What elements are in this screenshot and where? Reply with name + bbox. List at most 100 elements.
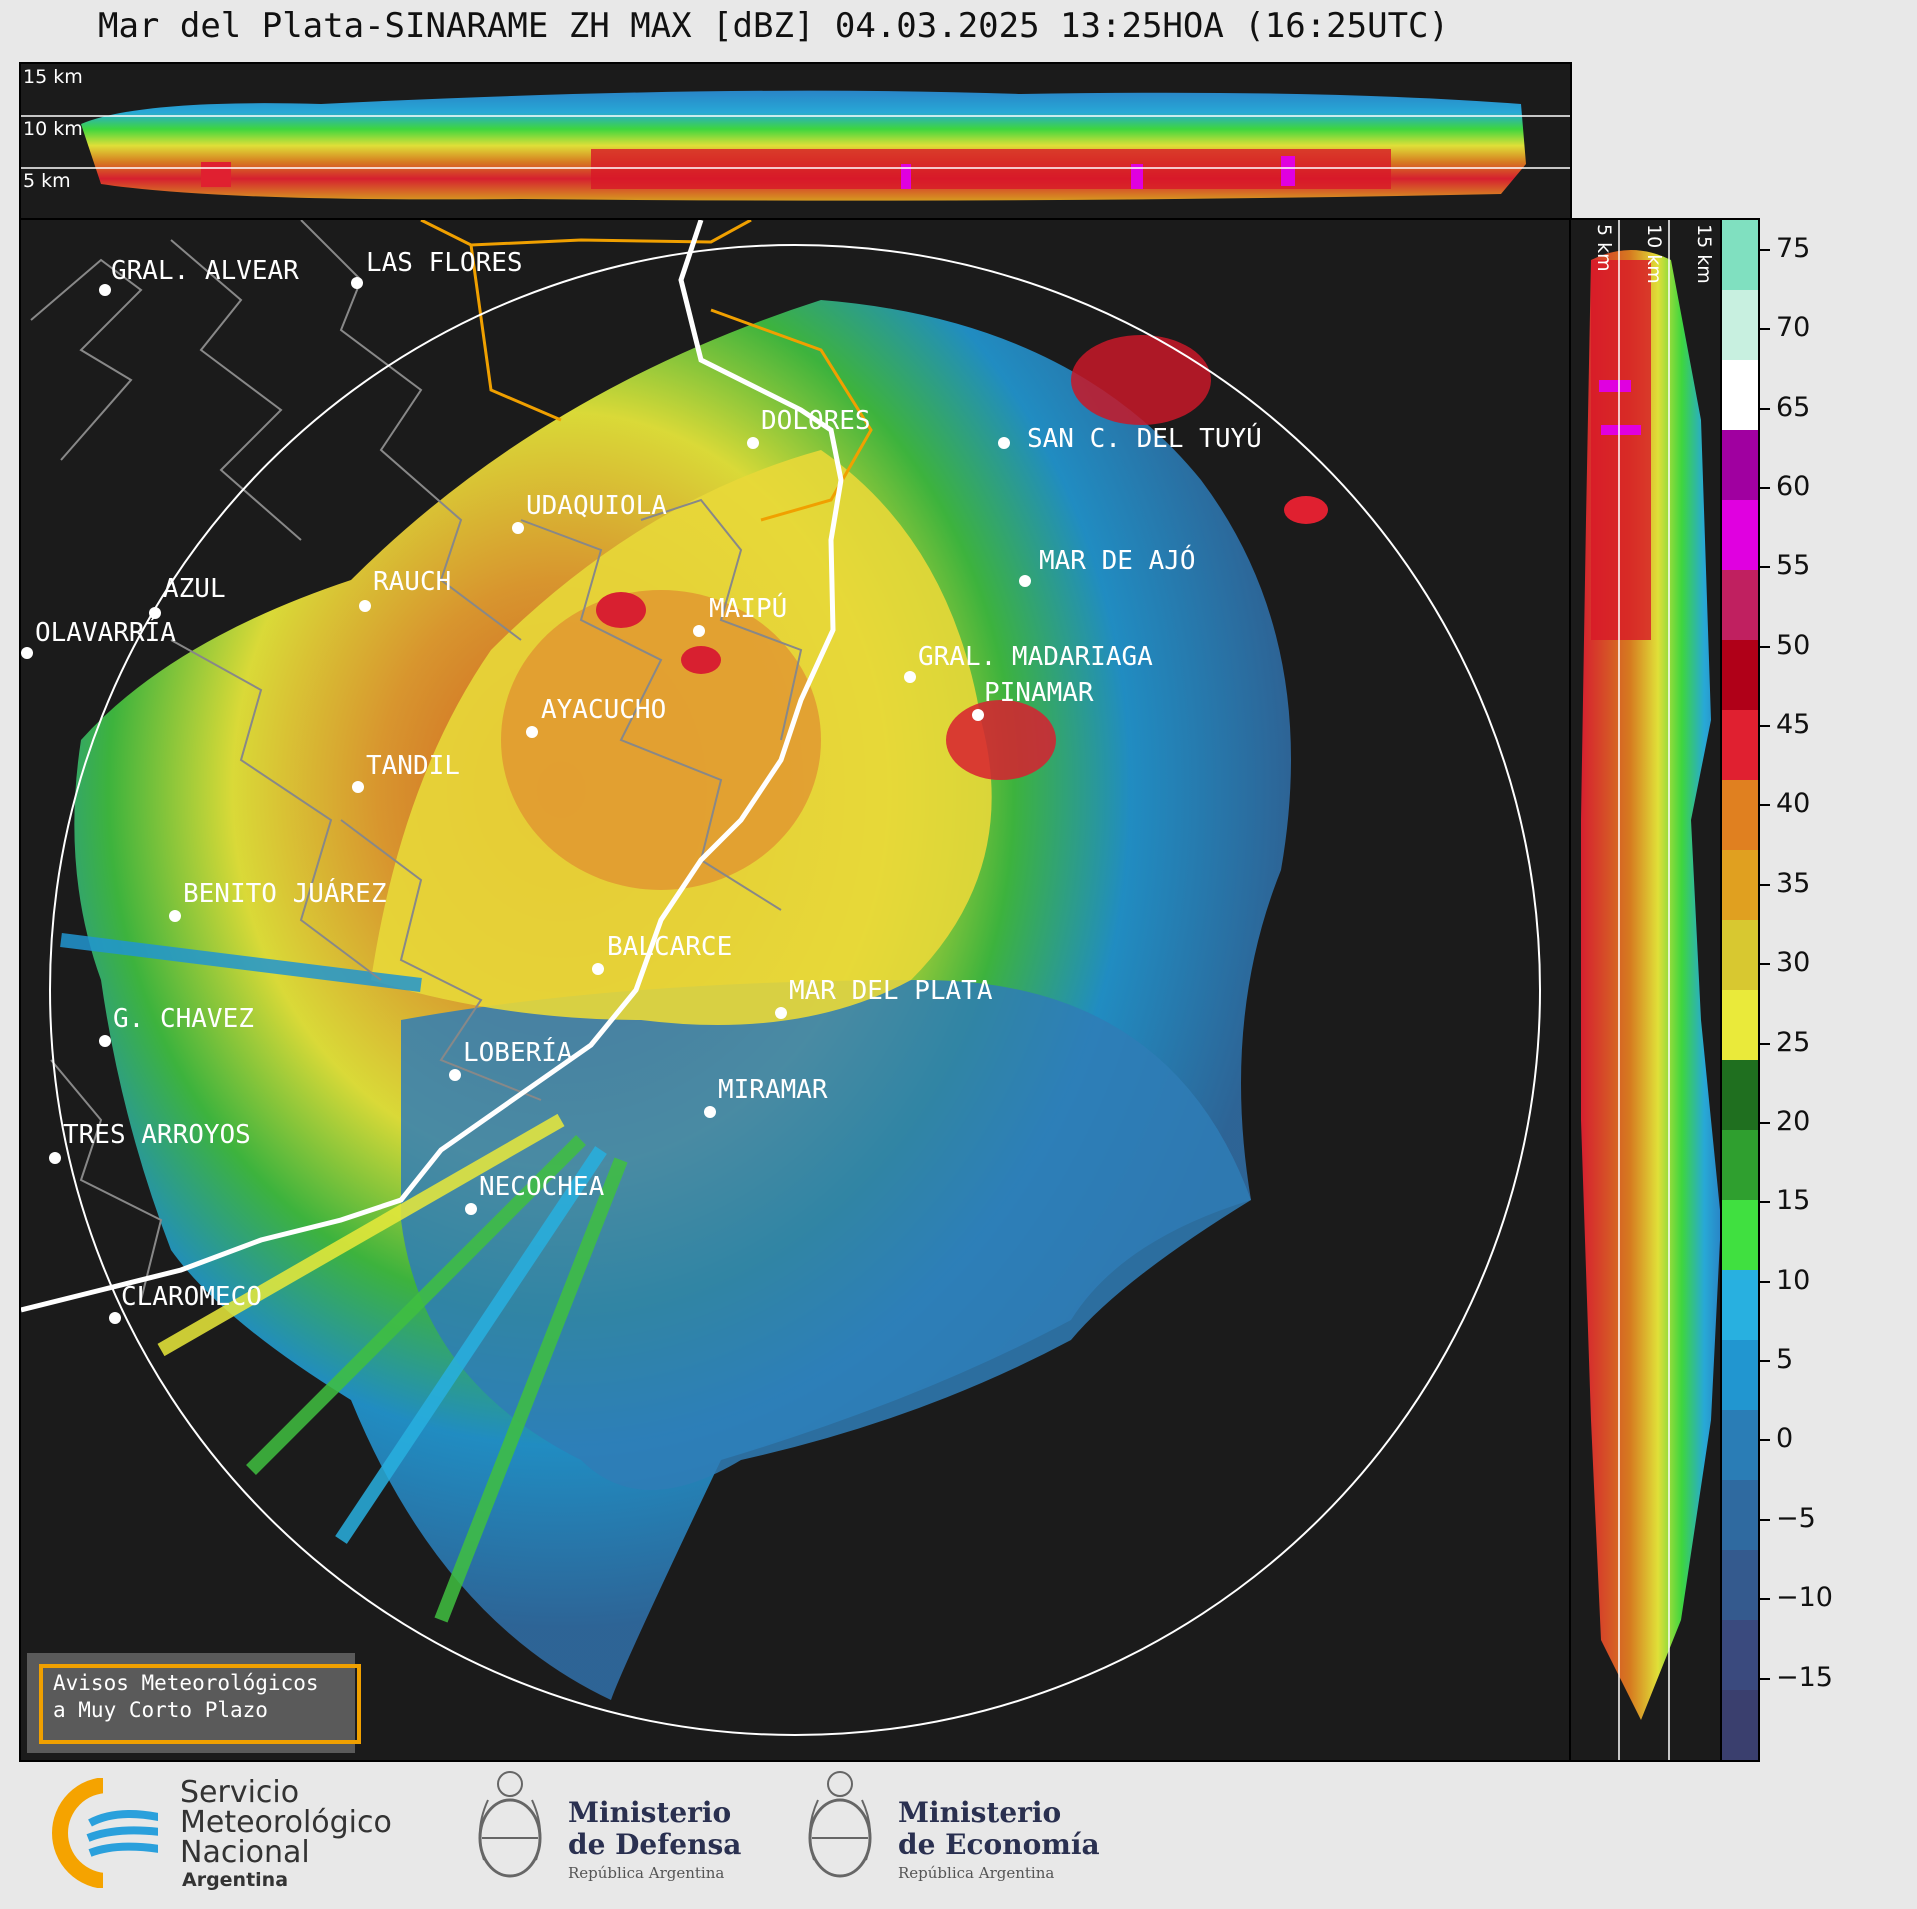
chart-title: Mar del Plata-SINARAME ZH MAX [dBZ] 04.0… [97,6,1449,46]
smn-line-1: Servicio [180,1775,300,1810]
coat-of-arms-icon [808,1771,872,1878]
colorbar-tick-label: −15 [1776,1661,1833,1693]
city-label-claromeco: CLAROMECO [121,1282,262,1312]
smn-line-3: Nacional [180,1835,310,1870]
city-label-mar-del-plata: MAR DEL PLATA [789,976,993,1006]
colorbar-tick [1760,1598,1770,1601]
avisos-line-1: Avisos Meteorológicos [53,1671,319,1695]
city-marker [109,1312,121,1324]
economia-logo: Ministerio de Economía República Argenti… [800,1760,1120,1900]
colorbar-tick [1760,328,1770,331]
avisos-box[interactable]: Avisos Meteorológicos a Muy Corto Plazo [27,1653,361,1753]
height-label-5: 5 km [23,170,71,192]
colorbar-tick-label: 5 [1776,1344,1794,1376]
city-marker [351,277,363,289]
city-marker [449,1069,461,1081]
colorbar-tick-label: 70 [1776,312,1811,344]
colorbar-tick-label: 25 [1776,1026,1811,1058]
smn-line-4: Argentina [182,1869,289,1891]
city-label-necochea: NECOCHEA [479,1172,605,1202]
right-cross-section: 5 km 10 km 15 km [1569,218,1723,1762]
city-marker [352,781,364,793]
colorbar-tick-label: 40 [1776,788,1811,820]
city-marker [972,709,984,721]
city-marker [693,625,705,637]
colorbar-tick-label: 15 [1776,1185,1811,1217]
city-label-olavarria: OLAVARRÍA [35,618,176,648]
colorbar-tick [1760,1280,1770,1283]
defensa-line-2: de Defensa [568,1828,742,1861]
colorbar-tick [1760,963,1770,966]
avisos-frame: Avisos Meteorológicos a Muy Corto Plazo [39,1664,361,1744]
height-label-15: 15 km [23,66,83,88]
defensa-line-1: Ministerio [568,1796,732,1829]
colorbar-tick-label: 65 [1776,391,1811,423]
colorbar-tick [1760,804,1770,807]
city-marker [21,647,33,659]
city-marker [592,963,604,975]
colorbar-tick-label: 20 [1776,1105,1811,1137]
colorbar-tick-label: 0 [1776,1423,1794,1455]
city-marker [149,607,161,619]
colorbar-tick [1760,1677,1770,1680]
city-label-g-chavez: G. CHAVEZ [113,1004,254,1034]
city-marker [747,437,759,449]
height-label-15: 15 km [1693,224,1715,284]
city-label-tandil: TANDIL [366,751,460,781]
city-marker [49,1152,61,1164]
colorbar [1720,218,1760,1762]
city-label-balcarce: BALCARCE [607,932,733,962]
colorbar-tick [1760,883,1770,886]
city-label-gral-madariaga: GRAL. MADARIAGA [918,642,1153,672]
city-label-loberia: LOBERÍA [463,1038,573,1068]
colorbar-tick-label: 50 [1776,629,1811,661]
colorbar-tick [1760,725,1770,728]
city-label-rauch: RAUCH [373,567,452,597]
economia-line-3: República Argentina [898,1864,1055,1882]
colorbar-tick [1760,645,1770,648]
smn-line-2: Meteorológico [180,1805,392,1840]
city-marker [465,1203,477,1215]
colorbar-tick [1760,1201,1770,1204]
city-label-gral-alvear: GRAL. ALVEAR [111,256,299,286]
city-marker [99,1035,111,1047]
colorbar-tick [1760,486,1770,489]
colorbar-tick-label: 35 [1776,867,1811,899]
colorbar-tick-label: 10 [1776,1264,1811,1296]
city-label-miramar: MIRAMAR [718,1075,828,1105]
city-label-ayacucho: AYACUCHO [541,695,667,725]
top-cross-section: 15 km 10 km 5 km [19,62,1572,220]
city-marker [904,671,916,683]
city-marker [169,910,181,922]
economia-line-2: de Economía [898,1828,1100,1861]
city-marker [512,522,524,534]
height-label-10: 10 km [23,118,83,140]
colorbar-tick-label: 60 [1776,470,1811,502]
city-label-mar-de-ajo: MAR DE AJÓ [1039,546,1196,576]
city-label-udaquiola: UDAQUIOLA [526,491,667,521]
defensa-logo: Ministerio de Defensa República Argentin… [470,1760,770,1900]
colorbar-tick-label: 75 [1776,232,1811,264]
colorbar-tick-label: 30 [1776,947,1811,979]
city-marker [359,600,371,612]
city-marker [704,1106,716,1118]
smn-logo: Servicio Meteorológico Nacional Argentin… [48,1775,408,1891]
colorbar-tick [1760,1439,1770,1442]
smn-logo-icon [52,1777,169,1889]
colorbar-tick [1760,248,1770,251]
avisos-line-2: a Muy Corto Plazo [53,1698,268,1722]
city-label-san-c-del-tuyu: SAN C. DEL TUYÚ [1027,424,1262,454]
economia-line-1: Ministerio [898,1796,1062,1829]
radar-map[interactable]: GRAL. ALVEAR LAS FLORES DOLORES SAN C. D… [19,218,1572,1762]
defensa-line-3: República Argentina [568,1864,725,1882]
city-label-maipu: MAIPÚ [709,594,788,624]
city-marker [1019,575,1031,587]
height-label-10: 10 km [1643,224,1665,284]
top-cross-section-plot [21,90,1570,201]
city-marker [526,726,538,738]
city-label-azul: AZUL [163,574,226,604]
city-marker [775,1007,787,1019]
right-cross-section-plot [1581,220,1721,1760]
colorbar-tick [1760,407,1770,410]
city-label-dolores: DOLORES [761,406,871,436]
